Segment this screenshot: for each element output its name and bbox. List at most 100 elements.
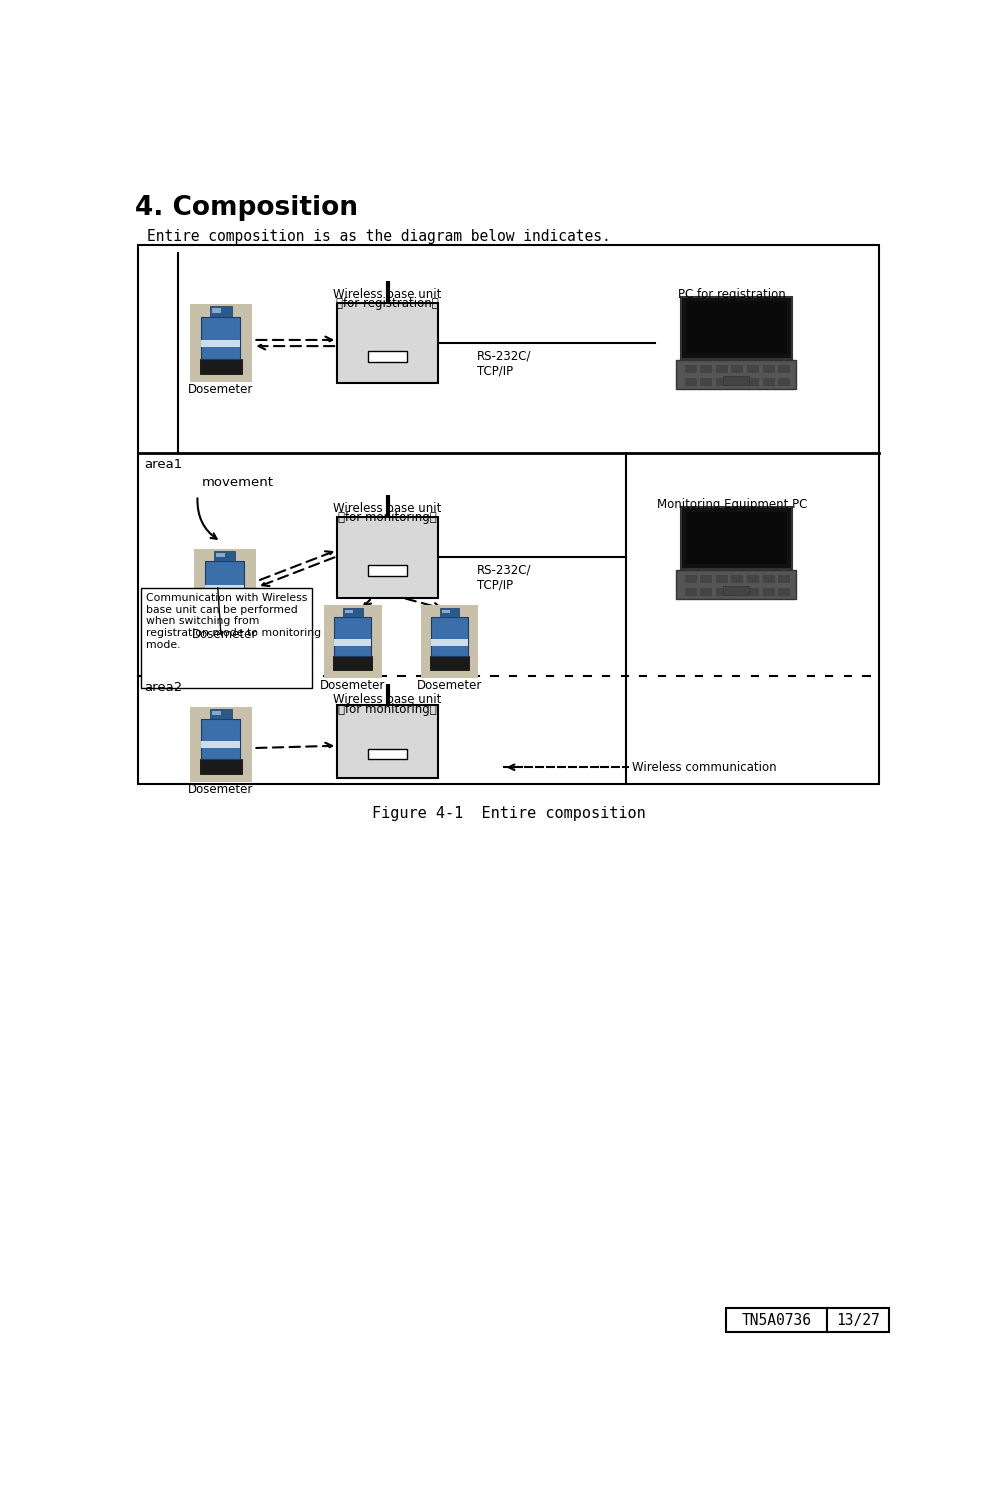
Bar — [684, 366, 696, 373]
Bar — [700, 378, 712, 387]
Bar — [337, 517, 437, 597]
Bar — [368, 351, 407, 363]
Bar — [216, 553, 225, 558]
Bar — [193, 548, 256, 627]
Bar — [199, 358, 242, 373]
Text: Dosemeter: Dosemeter — [192, 629, 258, 641]
Bar — [212, 308, 221, 313]
Bar — [212, 710, 221, 715]
Bar — [747, 378, 759, 387]
Bar — [763, 366, 775, 373]
Bar — [342, 607, 363, 616]
Bar — [716, 366, 728, 373]
Bar — [201, 317, 240, 358]
Bar — [344, 609, 352, 613]
Bar — [141, 588, 311, 688]
Text: 13/27: 13/27 — [836, 1313, 880, 1328]
Text: 4. Composition: 4. Composition — [135, 195, 358, 221]
Bar — [700, 366, 712, 373]
Bar — [747, 576, 759, 583]
Bar — [779, 588, 791, 597]
Text: area1: area1 — [144, 458, 183, 471]
Text: Dosemeter: Dosemeter — [188, 783, 254, 796]
Bar — [684, 378, 696, 387]
Bar — [827, 1309, 889, 1333]
Bar — [337, 706, 437, 778]
Bar — [421, 606, 478, 678]
Bar — [685, 512, 787, 564]
Text: PC for registration: PC for registration — [679, 287, 787, 301]
Bar — [368, 749, 407, 760]
Bar — [763, 378, 775, 387]
Text: Entire composition is as the diagram below indicates.: Entire composition is as the diagram bel… — [147, 230, 611, 245]
Bar — [779, 378, 791, 387]
Bar — [677, 570, 797, 600]
Bar — [439, 607, 459, 616]
Bar — [189, 304, 252, 382]
Bar — [684, 576, 696, 583]
Bar — [779, 366, 791, 373]
Bar — [747, 366, 759, 373]
Text: movement: movement — [201, 476, 274, 490]
Bar — [726, 1309, 827, 1333]
Bar — [723, 376, 750, 385]
Bar — [684, 588, 696, 597]
Bar — [731, 366, 743, 373]
Bar — [214, 552, 235, 562]
Bar — [681, 296, 792, 358]
Bar — [334, 639, 371, 645]
Bar — [205, 585, 244, 592]
Bar — [189, 707, 252, 781]
Bar — [681, 508, 792, 570]
Bar — [779, 576, 791, 583]
Text: Figure 4-1  Entire composition: Figure 4-1 Entire composition — [372, 805, 645, 820]
Bar — [210, 709, 231, 719]
Bar — [199, 759, 242, 774]
Text: Wireless base unit: Wireless base unit — [333, 287, 441, 301]
Bar — [430, 656, 469, 671]
Bar — [201, 740, 240, 748]
Text: Monitoring Equipment PC: Monitoring Equipment PC — [657, 497, 807, 511]
Bar — [205, 562, 244, 603]
Bar — [723, 586, 750, 595]
Bar — [432, 616, 467, 656]
Bar — [731, 576, 743, 583]
Bar — [747, 588, 759, 597]
Bar — [334, 616, 371, 656]
Text: TN5A0736: TN5A0736 — [742, 1313, 811, 1328]
Bar — [716, 588, 728, 597]
Bar — [731, 588, 743, 597]
Text: （for monitoring）: （for monitoring） — [338, 703, 436, 716]
Text: Dosemeter: Dosemeter — [188, 384, 254, 396]
Bar — [201, 719, 240, 759]
Bar — [368, 565, 407, 577]
Bar — [700, 588, 712, 597]
Text: RS-232C/
TCP/IP: RS-232C/ TCP/IP — [476, 349, 531, 378]
Bar — [333, 656, 372, 671]
Bar — [138, 245, 879, 784]
Text: RS-232C/
TCP/IP: RS-232C/ TCP/IP — [476, 564, 531, 591]
Bar — [323, 606, 382, 678]
Text: Communication with Wireless
base unit can be performed
when switching from
regis: Communication with Wireless base unit ca… — [146, 594, 320, 650]
Bar — [716, 576, 728, 583]
Bar — [210, 307, 231, 317]
Bar — [441, 609, 449, 613]
Bar — [337, 302, 437, 384]
Text: Wireless base unit: Wireless base unit — [333, 694, 441, 706]
Text: Wireless base unit: Wireless base unit — [333, 502, 441, 515]
Bar — [763, 588, 775, 597]
Bar — [700, 576, 712, 583]
Text: Dosemeter: Dosemeter — [320, 678, 385, 692]
Text: Wireless communication: Wireless communication — [632, 762, 777, 774]
Text: area2: area2 — [144, 681, 183, 694]
Bar — [677, 360, 797, 390]
Bar — [201, 340, 240, 348]
Text: （for registration）: （for registration） — [336, 296, 438, 310]
Bar — [731, 378, 743, 387]
Bar — [763, 576, 775, 583]
Text: Dosemeter: Dosemeter — [417, 678, 482, 692]
Bar — [432, 639, 467, 645]
Bar — [685, 301, 787, 354]
Bar — [203, 603, 246, 618]
Bar — [716, 378, 728, 387]
